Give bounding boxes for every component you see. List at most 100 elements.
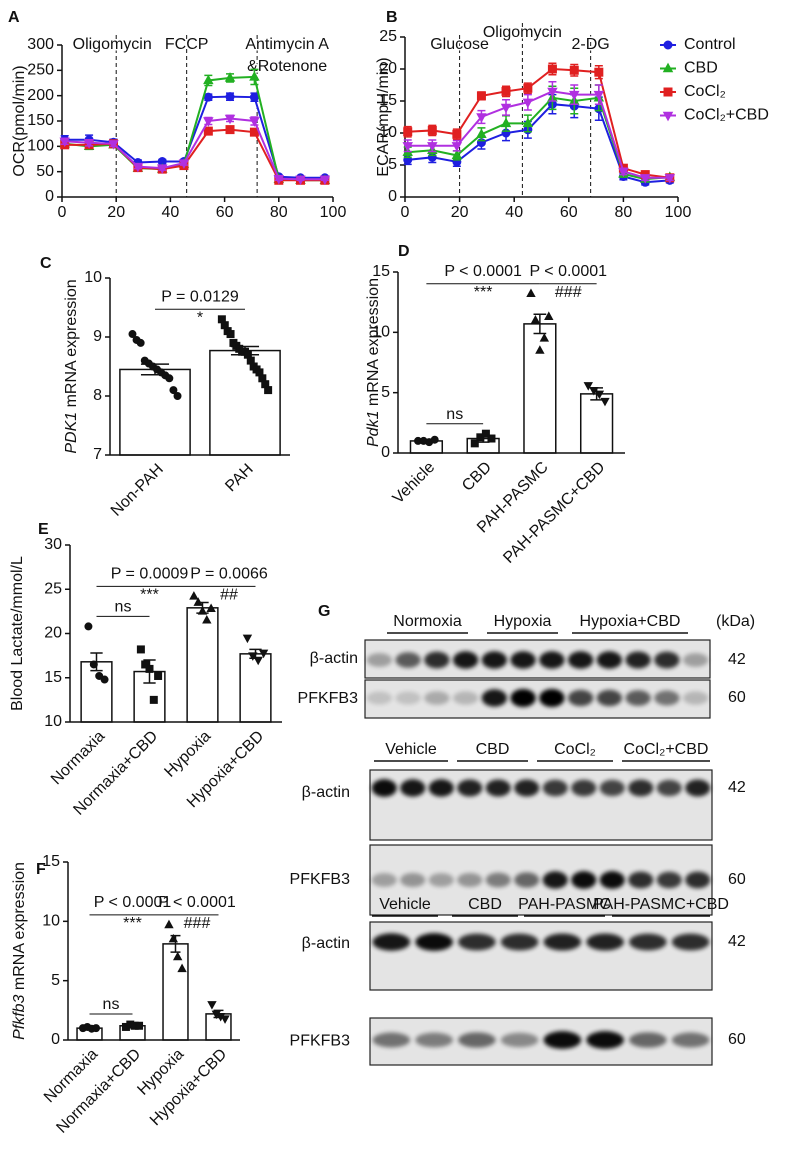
legend-label: CBD	[684, 60, 718, 77]
data-point	[89, 660, 98, 669]
data-point	[569, 65, 579, 75]
blot-band	[514, 779, 540, 797]
data-point	[177, 963, 187, 973]
blot-band	[599, 871, 625, 889]
event-label: 2-DG	[572, 36, 610, 53]
group-label: PAH-PASMC+CBD	[593, 896, 729, 913]
blot-band	[395, 652, 421, 668]
x-tick-label: 0	[401, 204, 410, 221]
p-value: P < 0.0001	[158, 894, 236, 911]
data-point	[253, 656, 263, 666]
x-tick-label: 60	[560, 204, 578, 221]
x-tick-label: 40	[505, 204, 523, 221]
blot-band	[671, 1032, 710, 1048]
blot-band	[654, 651, 680, 669]
x-tick-label: 0	[58, 204, 67, 221]
blot-band	[481, 689, 508, 707]
x-tick-label: 100	[665, 204, 692, 221]
panel-letter: B	[386, 9, 398, 26]
data-point	[203, 92, 213, 102]
x-tick-label: Hypoxia	[161, 728, 214, 781]
y-tick-label: 0	[381, 444, 390, 461]
significance: ***	[140, 587, 159, 604]
data-point	[481, 429, 490, 438]
blot-band	[625, 690, 651, 706]
significance: ##	[220, 587, 238, 604]
data-point	[593, 90, 605, 101]
data-point	[273, 175, 285, 185]
data-point	[249, 71, 260, 81]
blot-band	[415, 1032, 453, 1048]
kda-value: 60	[728, 1031, 746, 1048]
blot-box	[364, 639, 711, 679]
panel-letter: E	[38, 521, 49, 538]
data-point	[258, 649, 269, 659]
data-point	[136, 338, 145, 347]
data-point	[132, 162, 144, 173]
blot-band	[682, 653, 709, 667]
legend-label: Control	[684, 36, 736, 53]
y-tick-label: 20	[44, 625, 62, 642]
panel-letter: G	[318, 603, 330, 620]
data-point	[83, 139, 95, 149]
x-tick-label: Vehicle	[390, 459, 439, 508]
row-label: PFKFB3	[290, 871, 351, 888]
data-point	[476, 113, 487, 123]
data-point	[583, 382, 593, 391]
group-label: CoCl₂	[554, 741, 596, 758]
group-label: PAH-PASMC	[518, 896, 611, 913]
event-label: Oligomycin	[483, 24, 562, 41]
blot-band	[685, 871, 711, 889]
bar	[523, 323, 557, 454]
y-tick-label: 5	[388, 156, 397, 173]
data-point	[526, 288, 536, 298]
blot-band	[539, 651, 565, 669]
data-point	[206, 603, 216, 613]
blot-band	[372, 1032, 411, 1048]
significance: ###	[555, 284, 582, 301]
data-point	[242, 634, 253, 644]
blot-band	[628, 779, 654, 797]
row-label: PFKFB3	[290, 1033, 351, 1050]
row-label: PFKFB3	[298, 690, 359, 707]
data-point	[500, 103, 512, 114]
group-label: CoCl₂+CBD	[624, 741, 709, 758]
data-point	[149, 695, 158, 704]
blot-band	[510, 689, 536, 707]
row-label: β-actin	[302, 935, 350, 952]
data-point	[189, 591, 199, 600]
series-line	[407, 90, 670, 179]
data-point	[522, 117, 534, 128]
kda-value: 42	[728, 651, 746, 668]
data-point	[476, 128, 487, 138]
data-point	[172, 951, 183, 961]
blot-band	[424, 651, 450, 669]
p-value: P = 0.0009	[111, 566, 189, 583]
y-tick-label: 30	[44, 536, 62, 553]
y-tick-label: 300	[27, 36, 54, 53]
blot-band	[458, 933, 496, 951]
data-point	[207, 1001, 217, 1010]
y-axis-label-text: mRNA expression	[365, 278, 382, 406]
significance: ns	[115, 599, 132, 616]
blot-band	[371, 779, 397, 797]
data-point	[128, 330, 137, 339]
data-point	[249, 117, 260, 127]
blot-band	[567, 689, 594, 707]
blot-band	[571, 779, 597, 797]
legend-label: CoCl₂	[684, 83, 726, 100]
data-point	[547, 64, 557, 74]
event-label: Glucose	[430, 36, 489, 53]
event-label: Oligomycin	[73, 36, 152, 53]
y-tick-label: 7	[93, 446, 102, 463]
data-point	[451, 149, 463, 160]
group-label: Hypoxia+CBD	[580, 613, 681, 630]
panel-letter: A	[8, 9, 20, 26]
p-value: P < 0.0001	[94, 894, 172, 911]
y-axis-label-gene: PDK1	[63, 412, 80, 454]
blot-box	[364, 679, 711, 719]
blot-band	[428, 873, 454, 887]
blot-band	[542, 779, 568, 797]
blot-band	[485, 872, 511, 888]
